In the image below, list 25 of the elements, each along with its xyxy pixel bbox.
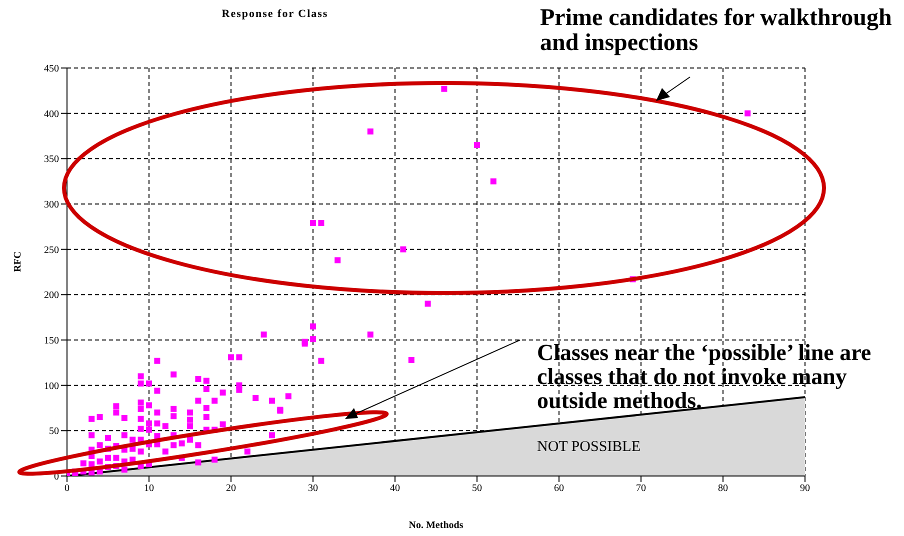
y-axis-title: RFC <box>12 251 24 272</box>
y-tick-label: 250 <box>44 244 59 256</box>
y-tick-label: 100 <box>44 380 59 392</box>
chart-title: Response for Class <box>222 8 328 20</box>
x-tick-label: 60 <box>554 483 564 494</box>
y-tick-label: 350 <box>44 154 59 166</box>
x-tick-label: 70 <box>636 483 646 494</box>
x-tick-label: 80 <box>718 483 728 494</box>
x-tick-label: 50 <box>472 483 482 494</box>
y-tick-label: 200 <box>44 290 59 302</box>
x-tick-label: 90 <box>800 483 810 494</box>
x-tick-label: 30 <box>308 483 318 494</box>
x-tick-label: 0 <box>64 483 70 494</box>
text: Prime candidates for walkthrough and inspections <box>540 5 893 56</box>
x-tick-label: 20 <box>226 483 236 494</box>
y-tick-label: 450 <box>44 64 59 75</box>
y-tick-label: 150 <box>44 336 59 347</box>
y-tick-label: 50 <box>49 426 59 438</box>
y-tick-label: 300 <box>44 200 59 211</box>
annotation: NOT POSSIBLE <box>537 439 642 456</box>
y-tick-label: 400 <box>44 108 59 120</box>
annotation: Classes near the ‘possible’ line are classes that do not invoke many outside methods. <box>537 340 872 414</box>
x-tick-label: 10 <box>144 483 154 494</box>
x-axis-title: No. Methods <box>408 520 464 531</box>
x-tick-label: 40 <box>390 483 400 494</box>
